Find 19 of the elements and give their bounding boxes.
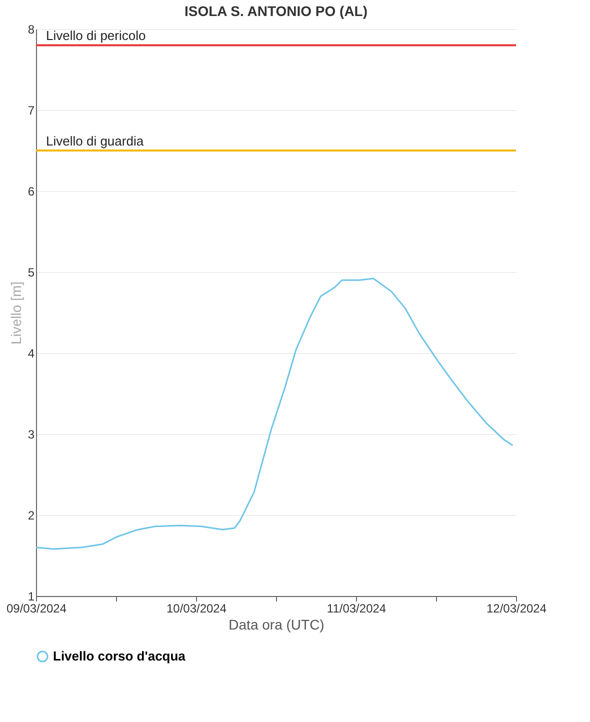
line-series [35,278,514,550]
y-tick-label: 2 [28,508,35,522]
y-tick-label: 3 [28,428,35,442]
x-tick-label: 09/03/2024 [6,602,67,616]
y-tick-label: 4 [28,346,35,360]
x-tick-label: 12/03/2024 [486,602,547,616]
y-tick-label: 7 [28,104,35,118]
y-axis-title: Livello [m] [8,281,24,345]
ref-line-label: Livello di guardia [46,134,144,148]
x-tick-label: 10/03/2024 [166,602,227,616]
x-axis-title: Data ora (UTC) [228,616,324,632]
chart-title: ISOLA S. ANTONIO PO (AL) [184,3,368,19]
y-tick-label: 8 [28,22,35,36]
y-tick-label: 5 [28,266,35,280]
y-tick-label: 1 [28,590,35,604]
y-tick-label: 6 [28,184,35,198]
x-tick-label: 11/03/2024 [326,602,386,616]
ref-line-label: Livello di pericolo [46,28,146,44]
legend-label: Livello corso d'acqua [53,648,186,664]
